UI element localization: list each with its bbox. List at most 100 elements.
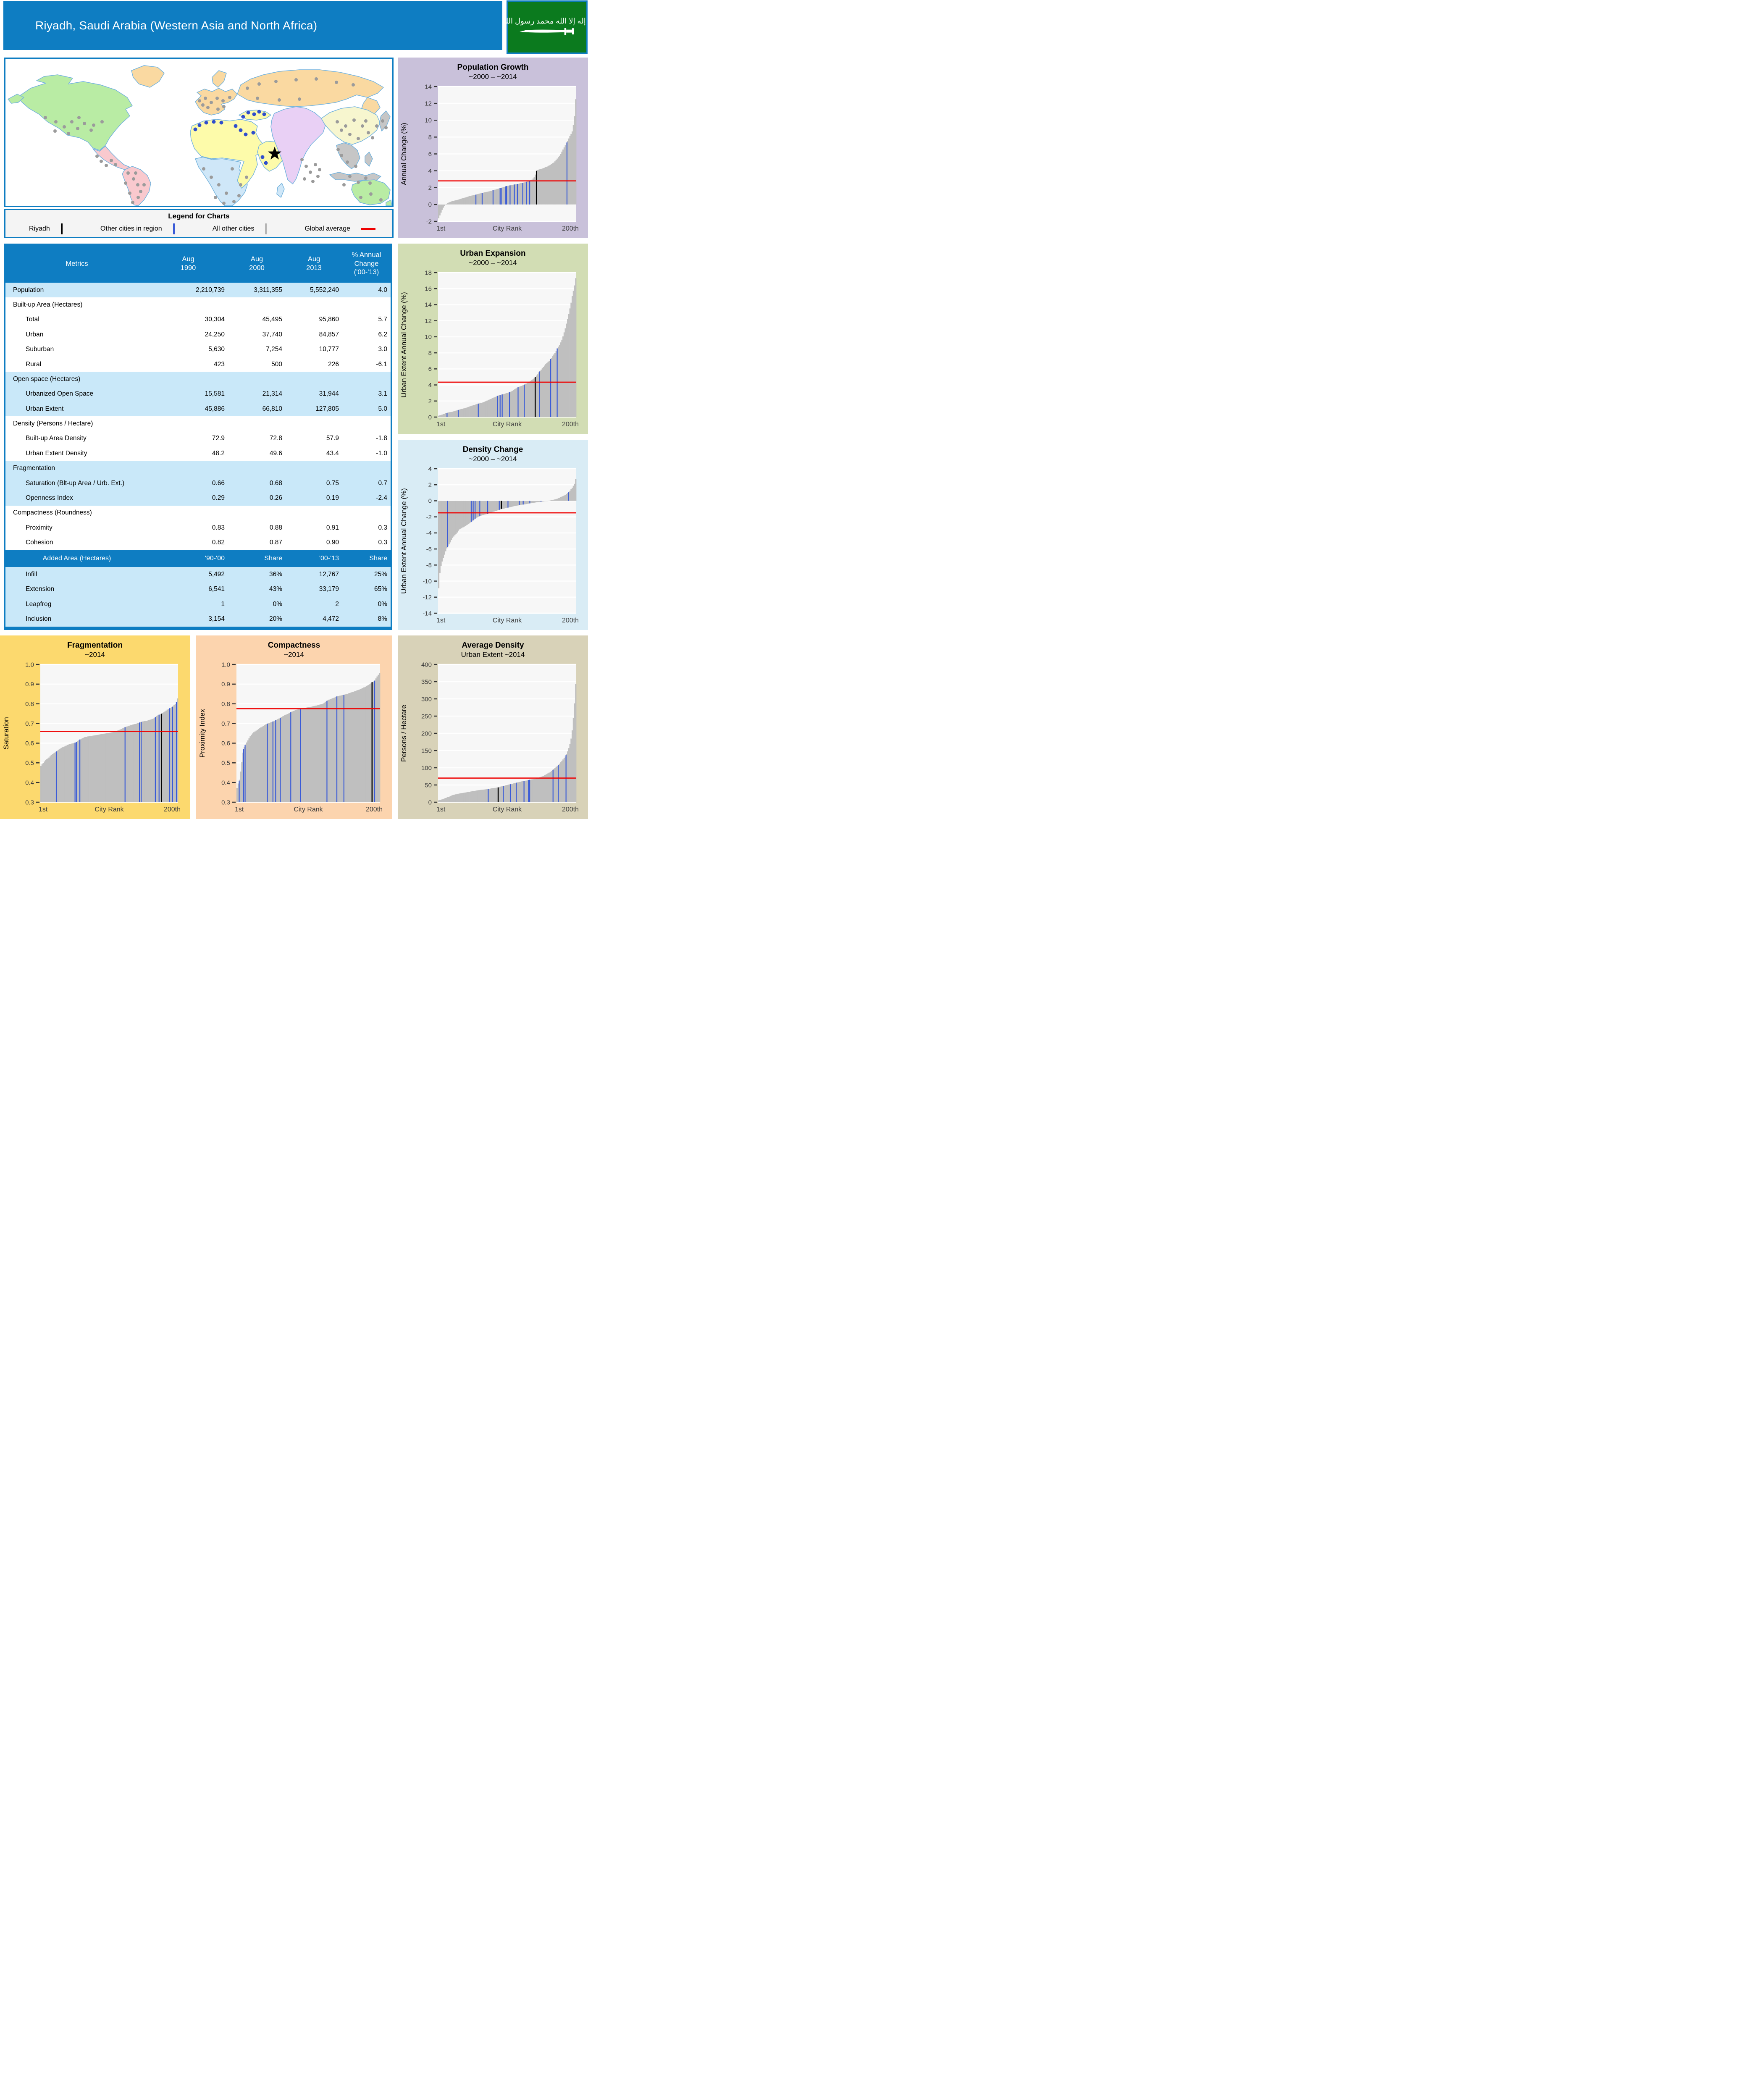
y-tick-label: 6 bbox=[428, 151, 432, 158]
other-city-dot bbox=[336, 148, 340, 151]
y-tick-label: 0.5 bbox=[221, 759, 230, 766]
row-value: 6.2 bbox=[378, 331, 387, 338]
city-rank-bar bbox=[520, 781, 521, 802]
row-value: 72.8 bbox=[269, 435, 282, 442]
city-rank-bar bbox=[81, 738, 83, 802]
city-rank-bar bbox=[569, 308, 571, 417]
city-rank-bar bbox=[551, 164, 552, 205]
city-rank-bar bbox=[568, 748, 570, 802]
city-rank-bar bbox=[168, 709, 169, 802]
city-rank-bar bbox=[448, 202, 450, 205]
row-value: 3.1 bbox=[378, 390, 387, 398]
city-rank-bar bbox=[486, 789, 488, 802]
city-rank-bar bbox=[505, 393, 507, 417]
city-rank-bar bbox=[498, 188, 499, 205]
row-value bbox=[148, 416, 228, 431]
city-rank-bar bbox=[470, 195, 472, 205]
other-city-dot bbox=[314, 163, 317, 166]
city-rank-bar bbox=[460, 793, 462, 802]
city-rank-bar bbox=[510, 391, 512, 417]
other-city-dot bbox=[231, 167, 234, 171]
row-label: Total bbox=[26, 316, 39, 323]
city-rank-bar bbox=[456, 200, 458, 205]
row-value: 2 bbox=[335, 600, 339, 608]
city-rank-bar bbox=[150, 719, 152, 802]
y-tick-label: 0.9 bbox=[221, 681, 230, 688]
city-rank-bar bbox=[253, 732, 255, 802]
city-rank-bar bbox=[244, 747, 245, 802]
row-value bbox=[228, 372, 286, 386]
city-rank-bar bbox=[303, 708, 305, 802]
city-rank-bar bbox=[504, 186, 505, 205]
y-tick-label: 0.3 bbox=[221, 799, 230, 806]
city-rank-bar bbox=[575, 479, 577, 501]
city-rank-bar bbox=[273, 721, 275, 802]
city-rank-bar bbox=[453, 200, 454, 205]
other-city-dot bbox=[77, 116, 81, 119]
city-rank-bar bbox=[113, 732, 116, 802]
city-rank-bar bbox=[467, 197, 468, 205]
city-rank-bar bbox=[552, 500, 554, 501]
x-axis-end-label: 200th bbox=[562, 617, 579, 624]
city-rank-bar bbox=[127, 726, 129, 802]
city-rank-bar bbox=[117, 730, 119, 802]
other-city-dot bbox=[368, 181, 372, 185]
city-rank-bar bbox=[439, 501, 441, 573]
x-axis-end-label: 200th bbox=[164, 806, 181, 813]
city-rank-bar bbox=[449, 501, 451, 543]
other-city-dot bbox=[239, 183, 242, 186]
other-city-dot bbox=[361, 124, 364, 128]
city-rank-bar bbox=[310, 706, 312, 802]
city-rank-bar bbox=[549, 772, 551, 802]
city-rank-bar bbox=[103, 733, 105, 802]
city-rank-bar bbox=[508, 784, 510, 802]
compactness-chart: 0.3 0.4 0.5 0.6 0.7 0.8 0.9 1.0 1st City Rank 200t… bbox=[198, 661, 383, 813]
y-tick-label: 16 bbox=[425, 285, 432, 292]
city-rank-bar bbox=[513, 390, 514, 417]
city-rank-bar bbox=[307, 707, 309, 802]
city-rank-bar bbox=[491, 788, 493, 802]
city-rank-bar bbox=[344, 694, 346, 802]
city-rank-bar bbox=[482, 501, 483, 515]
y-tick-label: 0 bbox=[428, 201, 432, 208]
city-rank-bar bbox=[113, 732, 114, 802]
city-rank-bar bbox=[444, 413, 445, 417]
city-rank-bar bbox=[99, 734, 100, 802]
chart-title: Population Growth bbox=[457, 63, 529, 72]
other-city-dot bbox=[335, 81, 338, 84]
city-rank-bar bbox=[568, 138, 570, 205]
other-city-dot bbox=[222, 202, 226, 205]
other-city-dot bbox=[369, 192, 373, 196]
average-density-chart: 0 50 100 150 200 250 300 350 400 1st City Rank 200t… bbox=[400, 661, 579, 813]
city-rank-bar bbox=[461, 793, 462, 802]
city-rank-bar bbox=[570, 738, 572, 802]
city-rank-bar bbox=[87, 736, 89, 802]
city-rank-bar bbox=[334, 697, 336, 802]
city-rank-bar bbox=[160, 714, 161, 802]
city-rank-bar bbox=[541, 168, 543, 205]
row-value: 0.68 bbox=[269, 479, 282, 487]
city-rank-bar bbox=[249, 736, 251, 802]
city-rank-bar bbox=[553, 499, 555, 501]
city-rank-bar bbox=[559, 764, 561, 802]
city-rank-bar bbox=[486, 192, 488, 205]
row-value: 0% bbox=[273, 600, 282, 608]
city-rank-bar bbox=[487, 400, 489, 417]
y-tick-label: 0 bbox=[428, 498, 432, 505]
city-rank-bar bbox=[102, 734, 104, 802]
city-rank-bar bbox=[518, 183, 520, 205]
city-rank-bar bbox=[496, 396, 497, 417]
city-rank-bar bbox=[570, 134, 572, 205]
city-rank-bar bbox=[554, 768, 556, 802]
city-rank-bar bbox=[504, 785, 505, 802]
city-rank-bar bbox=[491, 398, 493, 417]
city-rank-bar bbox=[533, 779, 535, 802]
city-rank-bar bbox=[572, 730, 573, 802]
column-header: Aug 2000 bbox=[228, 245, 286, 283]
legend-items: Riyadh Other cities in region All other … bbox=[5, 220, 392, 234]
city-rank-bar bbox=[531, 501, 533, 503]
city-rank-bar bbox=[536, 375, 538, 417]
city-rank-bar bbox=[488, 399, 490, 417]
city-rank-bar bbox=[240, 771, 242, 802]
city-rank-bar bbox=[373, 681, 375, 802]
